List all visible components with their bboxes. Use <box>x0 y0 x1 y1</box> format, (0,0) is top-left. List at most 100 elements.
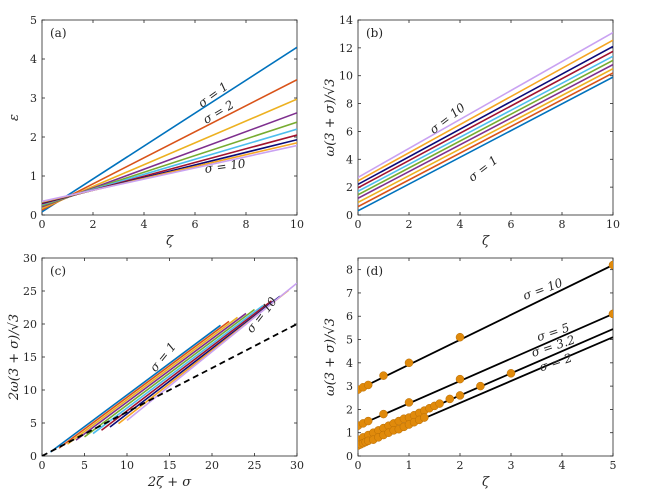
data-point <box>379 371 388 380</box>
x-tick-label: 10 <box>120 459 134 472</box>
y-tick-label: 4 <box>30 53 37 66</box>
series-line-1 <box>58 320 230 449</box>
x-tick-label: 6 <box>508 218 515 231</box>
data-point <box>435 399 444 408</box>
axes-frame <box>41 257 298 457</box>
data-point <box>506 369 516 378</box>
series-line-10 <box>42 323 297 456</box>
series-line-2 <box>67 316 238 445</box>
panel-label: (a) <box>50 26 67 40</box>
series-line-1 <box>42 78 297 211</box>
y-tick-label: 10 <box>23 384 37 397</box>
y-tick-label: 2 <box>346 403 353 416</box>
series-line-0 <box>358 76 613 212</box>
x-tick-label: 30 <box>290 459 304 472</box>
y-tick-label: 12 <box>339 42 353 55</box>
x-tick-label: 4 <box>457 218 464 231</box>
y-tick-label: 7 <box>346 287 353 300</box>
data-point <box>476 381 485 391</box>
y-axis-label: ω(3 + σ)/√3 <box>323 318 338 396</box>
x-tick-label: 10 <box>606 218 620 231</box>
axes-frame <box>357 19 614 216</box>
x-tick-label: 2 <box>406 218 413 231</box>
y-tick-label: 2 <box>346 181 353 194</box>
x-tick-label: 3 <box>508 459 515 472</box>
y-tick-label: 14 <box>339 14 353 27</box>
series-line-6 <box>101 300 272 431</box>
series-line-6 <box>358 50 613 189</box>
series-line-5 <box>92 304 264 435</box>
series-line-7 <box>109 295 281 428</box>
y-tick-label: 0 <box>346 450 353 463</box>
series-line-9 <box>126 282 297 421</box>
data-point <box>404 398 414 407</box>
fit-line-1 <box>358 313 613 427</box>
panel-2: 0 5 10 15 20 25 30 0 5 10 15 20 25 30 2ζ + σ 2ω(3 + σ)/… <box>7 252 304 490</box>
data-point <box>455 332 465 342</box>
x-tick-label: 25 <box>248 459 262 472</box>
series-line-5 <box>358 55 613 193</box>
series-line-3 <box>358 63 613 199</box>
y-tick-label: 4 <box>346 153 353 166</box>
y-tick-label: 3 <box>30 92 37 105</box>
x-tick-label: 2 <box>457 459 464 472</box>
y-tick-label: 5 <box>30 417 37 430</box>
data-point <box>363 380 373 390</box>
y-tick-label: 8 <box>346 264 353 277</box>
plot-area <box>42 46 297 213</box>
x-tick-label: 0 <box>355 218 362 231</box>
x-tick-label: 6 <box>192 218 199 231</box>
series-line-4 <box>358 59 613 196</box>
y-tick-label: 2 <box>30 131 37 144</box>
series-line-4 <box>84 308 255 438</box>
y-tick-label: 3 <box>346 380 353 393</box>
series-line-9 <box>42 144 297 203</box>
x-axis-label: ζ <box>482 234 490 249</box>
y-tick-label: 0 <box>346 209 353 222</box>
y-axis-label: ε <box>7 114 22 121</box>
x-tick-label: 8 <box>243 218 250 231</box>
y-tick-label: 5 <box>30 14 37 27</box>
x-axis-label: ζ <box>166 234 174 249</box>
y-tick-label: 15 <box>23 351 37 364</box>
plot-area <box>358 260 613 450</box>
series-line-2 <box>358 68 613 204</box>
series-line-1 <box>358 72 613 208</box>
y-tick-label: 8 <box>346 98 353 111</box>
y-tick-label: 10 <box>339 70 353 83</box>
series-line-7 <box>358 45 613 186</box>
y-tick-label: 20 <box>23 318 37 331</box>
panel-label: (b) <box>366 26 383 40</box>
data-point <box>379 409 388 419</box>
annotation: σ = 10 <box>204 156 247 176</box>
x-tick-label: 15 <box>163 459 177 472</box>
x-tick-label: 0 <box>39 459 46 472</box>
y-tick-label: 0 <box>30 209 37 222</box>
x-tick-label: 1 <box>406 459 413 472</box>
data-point <box>455 374 465 384</box>
y-tick-label: 6 <box>346 125 353 138</box>
y-tick-label: 25 <box>23 285 37 298</box>
data-point <box>404 358 414 368</box>
y-tick-label: 6 <box>346 310 353 323</box>
x-tick-label: 10 <box>290 218 304 231</box>
x-tick-label: 4 <box>559 459 566 472</box>
x-tick-label: 0 <box>39 218 46 231</box>
fit-line-0 <box>358 264 613 391</box>
data-point <box>363 416 373 426</box>
plot-area <box>358 31 613 212</box>
data-point <box>455 391 465 400</box>
data-point <box>608 309 613 319</box>
y-tick-label: 4 <box>346 357 353 370</box>
x-axis-label: 2ζ + σ <box>147 475 192 490</box>
axes-frame <box>41 19 298 216</box>
x-tick-label: 0 <box>355 459 362 472</box>
y-tick-label: 0 <box>30 450 37 463</box>
series-line-0 <box>50 324 221 453</box>
panel-label: (c) <box>50 264 66 278</box>
x-tick-label: 8 <box>559 218 566 231</box>
plot-area <box>42 282 297 456</box>
